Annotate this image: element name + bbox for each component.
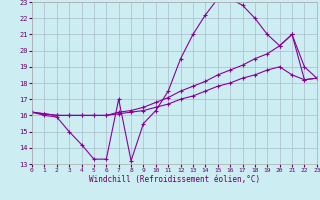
X-axis label: Windchill (Refroidissement éolien,°C): Windchill (Refroidissement éolien,°C) bbox=[89, 175, 260, 184]
